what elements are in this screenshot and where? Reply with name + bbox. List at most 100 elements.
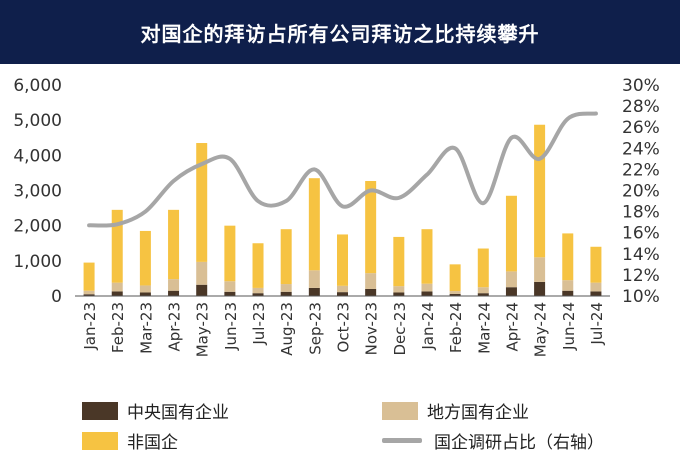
bar-segment	[393, 286, 405, 293]
bars-layer	[83, 124, 602, 296]
legend-item-non-soe: 非国企	[82, 428, 178, 453]
bar-segment	[562, 280, 574, 291]
bar-segment	[168, 290, 180, 296]
right-axis-tick-label: 24%	[622, 139, 660, 159]
bar-segment	[421, 291, 433, 296]
x-axis-tick-label: Feb-24	[447, 302, 465, 353]
bar-segment	[421, 283, 433, 292]
legend-item-ratio-line: 国企调研占比（右轴）	[382, 428, 604, 453]
right-axis-tick-label: 16%	[622, 224, 660, 244]
legend-swatch-non-soe	[82, 431, 118, 450]
bar-segment	[477, 293, 489, 296]
x-axis-tick-label: May-24	[532, 302, 550, 357]
bar-segment	[308, 178, 320, 271]
x-axis-tick-label: Sep-23	[306, 302, 324, 355]
x-axis-tick-label: Nov-23	[363, 302, 381, 355]
x-axis-tick-label: Aug-23	[278, 302, 296, 356]
bar-segment	[365, 288, 377, 296]
legend-label-central-soe: 中央国有企业	[127, 403, 229, 423]
bar-segment	[83, 262, 95, 291]
bar-segment	[337, 285, 348, 293]
right-axis-tick-label: 26%	[622, 118, 660, 138]
ratio-line-path	[87, 111, 598, 228]
right-axis-tick-label: 30%	[622, 76, 660, 96]
right-axis-tick-label: 22%	[622, 160, 660, 180]
bar-segment	[477, 287, 489, 294]
bar-segment	[534, 124, 546, 258]
x-axis-tick-label: Feb-23	[109, 302, 127, 353]
bar-segment	[252, 287, 264, 294]
x-axis-tick-label: Jul-24	[588, 302, 606, 346]
bar-segment	[168, 209, 180, 280]
bar-segment	[562, 233, 574, 281]
bar-segment	[534, 257, 546, 282]
right-axis-tick-label: 12%	[622, 266, 660, 286]
bar-segment	[308, 270, 320, 288]
bar-segment	[365, 181, 377, 274]
bar-segment	[111, 209, 123, 283]
left-axis-tick-label: 3,000	[13, 182, 62, 202]
bar-segment	[421, 229, 433, 284]
bar-segment	[224, 225, 236, 282]
legend-swatch-local-soe	[382, 401, 418, 420]
x-axis-tick-label: Jun-24	[560, 302, 578, 351]
bar-segment	[590, 291, 602, 296]
left-axis-tick-label: 6,000	[13, 76, 62, 96]
x-axis-tick-label: Jul-23	[250, 302, 268, 346]
legend-item-central-soe: 中央国有企业	[82, 398, 229, 423]
right-axis-tick-label: 18%	[622, 203, 660, 223]
bar-segment	[196, 261, 208, 285]
bar-segment	[280, 291, 292, 296]
right-axis-tick-label: 14%	[622, 245, 660, 265]
bar-segment	[505, 195, 517, 272]
ratio-line-layer	[87, 111, 598, 228]
bar-segment	[139, 292, 151, 296]
bar-segment	[393, 292, 405, 296]
x-axis-tick-label: Jan-23	[81, 302, 99, 351]
x-axis-tick-label: Apr-24	[503, 302, 521, 352]
stacked-bar-line-chart: 0 1,000 2,000 3,000 4,000 5,000 6,000 10%12%14…	[13, 76, 660, 357]
x-axis-tick-label: Oct-23	[335, 302, 353, 352]
bar-segment	[365, 273, 377, 289]
bar-segment	[83, 294, 95, 296]
legend-swatch-central-soe	[82, 401, 118, 420]
bar-segment	[224, 291, 236, 296]
left-y-axis: 0 1,000 2,000 3,000 4,000 5,000 6,000	[13, 76, 62, 307]
bar-segment	[280, 229, 292, 285]
bar-segment	[139, 230, 151, 286]
x-axis-tick-label: Mar-23	[137, 302, 155, 354]
chart-title: 对国企的拜访占所有公司拜访之比持续攀升	[140, 21, 540, 46]
left-axis-tick-label: 4,000	[13, 146, 62, 166]
x-axis-tick-label: Jun-23	[222, 302, 240, 351]
bar-segment	[83, 290, 95, 295]
bar-segment	[590, 282, 602, 292]
right-axis-tick-label: 20%	[622, 182, 660, 202]
left-axis-tick-label: 1,000	[13, 252, 62, 272]
bar-segment	[252, 293, 264, 296]
bar-segment	[252, 243, 264, 288]
bar-segment	[337, 292, 348, 296]
legend-label-ratio-line: 国企调研占比（右轴）	[434, 433, 604, 453]
right-axis-tick-label: 10%	[622, 287, 660, 307]
bar-segment	[393, 236, 405, 287]
x-axis-tick-label: May-23	[194, 302, 212, 357]
bar-segment	[196, 284, 208, 296]
chart-legend: 中央国有企业 地方国有企业 非国企 国企调研占比（右轴）	[0, 390, 680, 458]
left-axis-tick-label: 2,000	[13, 217, 62, 237]
right-axis-tick-label: 28%	[622, 97, 660, 117]
bar-segment	[449, 291, 461, 294]
bar-segment	[139, 285, 151, 293]
bar-segment	[534, 281, 546, 296]
legend-label-local-soe: 地方国有企业	[427, 403, 529, 423]
chart-title-bar: 对国企的拜访占所有公司拜访之比持续攀升	[0, 0, 680, 64]
x-axis-tick-label: Jan-24	[419, 302, 437, 351]
bar-segment	[196, 143, 208, 262]
bar-segment	[449, 293, 461, 296]
bar-segment	[449, 264, 461, 292]
x-axis: Jan-23 Feb-23 Mar-23 Apr-23 May-23 Jun-23 Jul-…	[75, 295, 610, 357]
right-y-axis: 10%12%14%16%18%20%22%24%26%28%30%	[622, 76, 660, 307]
bar-segment	[168, 279, 180, 291]
bar-segment	[562, 290, 574, 296]
bar-segment	[224, 281, 236, 292]
left-axis-tick-label: 0	[51, 287, 62, 307]
